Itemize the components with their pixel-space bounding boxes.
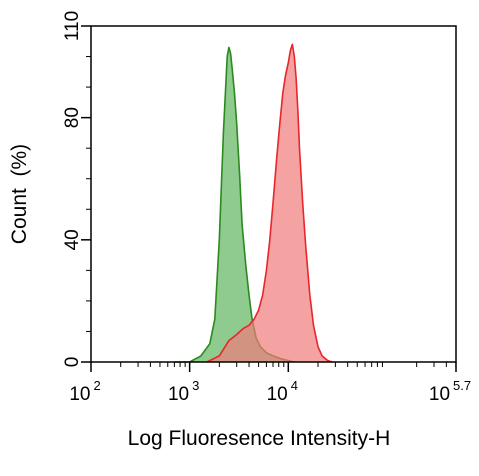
x-tick-label: 10 4 — [267, 378, 298, 405]
series-1-area — [174, 47, 295, 363]
label-layer: 10 2 10 3 10 4 10 5.7 0 40 80 110 — [62, 11, 471, 405]
y-tick-label: 80 — [62, 107, 83, 128]
y-tick-label: 0 — [62, 357, 83, 368]
y-tick-label: 40 — [62, 229, 83, 250]
x-tick-label: 10 2 — [69, 378, 100, 405]
x-tick-label: 10 5.7 — [429, 378, 471, 405]
x-tick-label: 10 3 — [168, 378, 199, 405]
x-axis-title: Log Fluoresence Intensity-H — [128, 427, 391, 450]
y-axis-title: Count (%) — [8, 144, 31, 244]
series-2-area — [207, 44, 333, 363]
tick-layer — [81, 25, 457, 372]
series-layer — [174, 43, 333, 363]
series-2-line — [206, 43, 333, 363]
y-tick-label: 110 — [62, 11, 83, 41]
